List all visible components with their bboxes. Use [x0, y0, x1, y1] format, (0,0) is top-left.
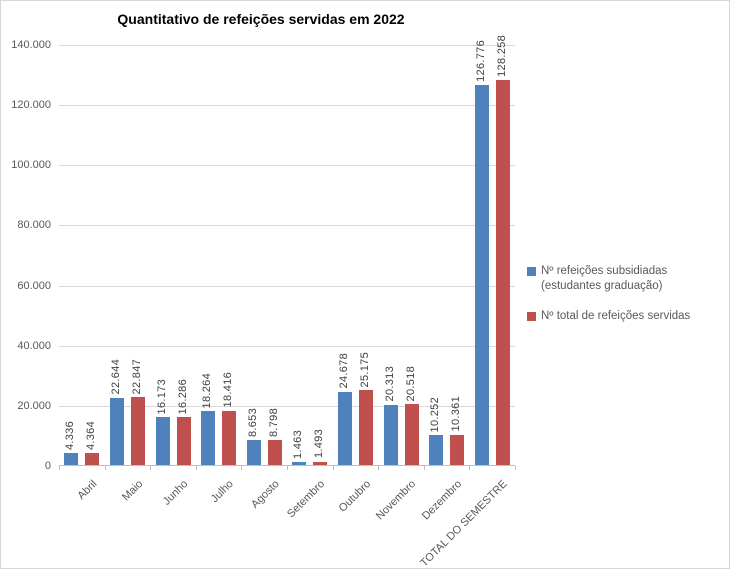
legend-marker-icon: [527, 267, 536, 276]
x-axis-category-label: TOTAL DO SEMESTRE: [418, 478, 510, 569]
bar: [474, 84, 489, 466]
bar: [155, 417, 170, 466]
gridline: [59, 285, 515, 287]
x-axis-tick: [287, 466, 288, 470]
legend-marker-icon: [527, 311, 536, 321]
gridline: [59, 105, 515, 107]
bar-value-label: 18.416: [222, 372, 235, 408]
bar: [267, 439, 282, 466]
bar: [85, 452, 100, 466]
gridline: [59, 405, 515, 407]
bar: [64, 452, 79, 466]
x-axis-tick: [195, 466, 197, 470]
bar: [313, 461, 328, 466]
x-axis-category-label: Maio: [119, 478, 145, 504]
legend-item-series2: Nº total de refeições servidas: [527, 309, 727, 324]
x-axis-line: [59, 465, 515, 466]
bar: [130, 397, 145, 466]
plot-area: 4.336 22.644 16.173 18.264 8.653 1.463 24.678 2…: [59, 35, 516, 470]
x-axis-tick: [378, 466, 380, 470]
gridline: [59, 225, 515, 227]
y-axis-tick-label: 120.000: [11, 99, 51, 112]
bar-value-label: 1.463: [292, 429, 305, 459]
x-axis-tick: [423, 466, 425, 470]
legend-label-series1: Nº refeições subsidiadas (estudantes gra…: [541, 265, 668, 292]
bar: [358, 390, 373, 466]
y-axis-tick-label: 0: [44, 460, 51, 472]
bar-value-label: 16.286: [176, 378, 189, 415]
x-axis-category-label: Agosto: [248, 478, 282, 511]
gridline: [59, 45, 515, 46]
legend-item-series1: Nº refeições subsidiadas (estudantes gra…: [527, 264, 727, 294]
bar-value-label: 10.252: [429, 396, 442, 433]
x-axis-category-label: Abril: [75, 478, 100, 503]
bar-value-label: 22.847: [130, 358, 143, 395]
bar-value-label: 20.518: [404, 365, 417, 402]
x-axis-category-label: Junho: [160, 478, 191, 508]
y-axis-tick-label: 80.000: [17, 219, 51, 232]
bar-value-label: 4.336: [64, 420, 77, 450]
x-axis-tick: [104, 466, 106, 470]
x-axis-tick: [515, 466, 516, 470]
bar: [292, 461, 307, 466]
legend: Nº refeições subsidiadas (estudantes gra…: [527, 264, 727, 324]
bar-value-label: 24.678: [337, 353, 350, 389]
x-axis-category-label: Setembro: [285, 478, 328, 521]
x-axis-tick: [241, 466, 243, 470]
bar: [450, 434, 465, 466]
bar: [495, 80, 510, 466]
bar-value-label: 16.173: [155, 378, 168, 415]
gridline: [59, 165, 515, 167]
y-axis-tick-label: 140.000: [11, 39, 51, 51]
bar: [222, 410, 237, 466]
bar: [201, 411, 216, 466]
gridline: [59, 345, 515, 347]
x-axis-tick: [469, 466, 471, 470]
x-axis-category-label: Dezembro: [419, 478, 465, 523]
bar-value-label: 4.364: [85, 420, 98, 450]
bar-value-label: 1.493: [313, 429, 326, 459]
bar: [246, 439, 261, 466]
bar: [337, 391, 352, 466]
bar: [404, 404, 419, 466]
x-axis-category-label: Outubro: [336, 478, 373, 515]
x-axis-tick: [150, 466, 152, 470]
bar: [429, 435, 444, 466]
bar-value-label: 18.264: [201, 372, 214, 409]
bar-value-label: 25.175: [358, 351, 371, 388]
y-axis-tick-label: 40.000: [17, 339, 51, 352]
chart-title: Quantitativo de refeições servidas em 20…: [117, 11, 405, 27]
y-axis-tick-label: 60.000: [17, 279, 51, 292]
bar: [176, 417, 191, 466]
x-axis-category-label: Novembro: [374, 478, 419, 523]
bar: [109, 397, 124, 466]
bar-value-label: 10.361: [450, 396, 463, 432]
bar-value-label: 20.313: [383, 366, 396, 402]
bar-value-label: 8.653: [246, 407, 259, 437]
legend-label-series2: Nº total de refeições servidas: [541, 309, 691, 322]
bar-value-label: 126.776: [474, 39, 487, 82]
x-axis-tick: [332, 466, 334, 470]
y-axis-tick-label: 100.000: [11, 159, 51, 172]
bar-value-label: 22.644: [109, 359, 122, 395]
bar-value-label: 8.798: [267, 407, 280, 437]
x-axis-tick: [59, 466, 60, 470]
y-axis-tick-label: 20.000: [17, 399, 51, 412]
bar-value-label: 128.258: [495, 35, 508, 78]
x-axis-category-label: Julho: [209, 478, 237, 506]
bar: [383, 404, 398, 466]
